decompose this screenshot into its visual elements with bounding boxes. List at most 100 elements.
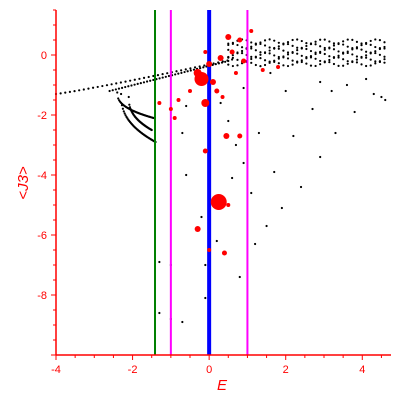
- data-point-black: [292, 134, 295, 138]
- data-point-black: [250, 47, 253, 50]
- data-point-black: [286, 51, 290, 54]
- data-point-red: [217, 55, 224, 61]
- y-axis-title: <J3>: [15, 166, 32, 200]
- data-point-black: [291, 38, 294, 42]
- data-point-black: [158, 77, 161, 80]
- data-point-red: [188, 89, 192, 93]
- data-point-black: [217, 62, 221, 65]
- data-point-black: [236, 64, 239, 67]
- data-point-black: [351, 53, 354, 56]
- data-point-black: [319, 38, 322, 41]
- data-point-red: [210, 194, 227, 210]
- data-point-black: [346, 51, 349, 55]
- data-point-black: [365, 56, 368, 59]
- data-point-black: [383, 47, 386, 50]
- data-point-red: [203, 50, 208, 54]
- x-ticks: -4 -2 0 2 4: [51, 355, 382, 376]
- data-point-black: [192, 68, 196, 71]
- data-point-black: [369, 64, 372, 67]
- data-point-black: [250, 55, 253, 58]
- data-point-black: [139, 82, 142, 85]
- data-point-black: [309, 43, 313, 46]
- data-point-black: [231, 64, 234, 68]
- data-point-black: [286, 64, 290, 68]
- data-point-black: [161, 73, 164, 76]
- data-point-black: [337, 64, 340, 67]
- data-point-red: [276, 65, 281, 69]
- data-point-black: [328, 47, 331, 50]
- data-point-black: [259, 42, 262, 46]
- x-tick-label: -4: [51, 364, 61, 376]
- data-point-black: [365, 50, 368, 53]
- data-point-black: [300, 60, 303, 64]
- data-point-black: [319, 45, 322, 48]
- data-point-red: [202, 148, 208, 154]
- data-point-black: [378, 60, 381, 64]
- data-point-black: [309, 64, 313, 67]
- data-point-red: [201, 99, 210, 107]
- data-point-black: [164, 75, 167, 78]
- data-point-black: [127, 85, 130, 88]
- data-point-black: [254, 43, 257, 46]
- data-point-red: [237, 37, 243, 43]
- data-point-black: [296, 61, 299, 64]
- data-point-black: [158, 260, 161, 264]
- data-point-black: [383, 45, 386, 49]
- y-ticks: 0 -2 -4 -6 -8: [37, 9, 56, 356]
- data-point-black: [236, 58, 239, 61]
- data-point-black: [111, 89, 114, 92]
- data-point-red: [209, 79, 216, 85]
- data-point-black: [142, 81, 146, 84]
- data-point-black: [174, 73, 177, 76]
- data-point-black: [355, 55, 359, 58]
- data-point-black: [250, 191, 253, 195]
- data-point-black: [277, 62, 280, 65]
- data-point-red: [194, 226, 201, 232]
- data-point-black: [273, 170, 276, 174]
- data-point-red: [220, 95, 225, 99]
- data-point-black: [286, 53, 290, 56]
- data-point-black: [378, 47, 381, 51]
- data-point-black: [82, 88, 85, 91]
- data-point-black: [273, 47, 276, 50]
- data-point-black: [268, 61, 271, 64]
- y-tick-label: -6: [37, 230, 47, 242]
- data-point-black: [152, 78, 155, 82]
- data-point-black: [383, 58, 386, 61]
- data-point-black: [286, 41, 290, 44]
- data-point-black: [328, 58, 331, 62]
- data-point-black: [300, 59, 303, 62]
- data-point-red: [241, 58, 247, 64]
- data-point-black: [231, 42, 234, 46]
- data-point-black: [383, 55, 386, 58]
- data-point-black: [286, 42, 290, 46]
- data-point-black: [64, 91, 67, 94]
- data-point-black: [200, 215, 203, 219]
- data-point-black: [332, 48, 336, 51]
- data-point-black: [250, 41, 253, 44]
- data-point-black: [323, 38, 326, 41]
- data-point-black: [127, 95, 130, 99]
- data-point-red: [206, 61, 213, 67]
- data-point-black: [156, 73, 160, 77]
- data-point-black: [305, 47, 308, 51]
- data-point-black: [227, 43, 230, 47]
- data-point-black: [355, 47, 359, 50]
- data-point-black: [136, 82, 139, 85]
- data-point-black: [138, 77, 141, 80]
- data-point-black: [314, 57, 317, 60]
- x-tick-label: -2: [128, 364, 138, 376]
- data-point-black: [360, 42, 363, 45]
- data-point-black: [273, 54, 276, 57]
- data-point-black: [224, 60, 227, 63]
- data-point-black: [342, 52, 345, 55]
- data-point-black: [142, 76, 146, 80]
- data-point-black: [369, 39, 372, 43]
- data-point-black: [319, 155, 322, 159]
- data-point-black: [384, 98, 387, 102]
- data-point-black: [124, 114, 127, 117]
- data-point-red: [221, 250, 227, 256]
- data-point-black: [242, 161, 245, 165]
- data-point-black: [277, 47, 280, 50]
